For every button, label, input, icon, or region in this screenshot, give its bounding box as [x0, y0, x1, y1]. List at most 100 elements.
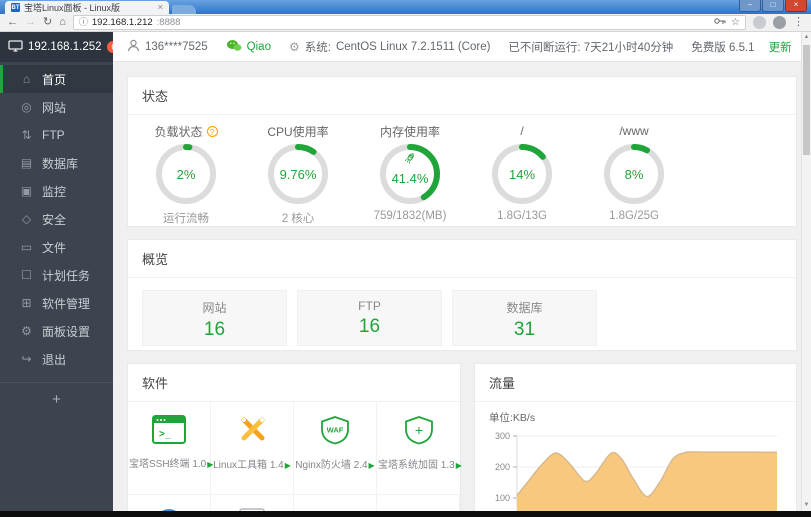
card-value: 16	[203, 319, 226, 340]
overview-card-sites[interactable]: 网站 16	[142, 290, 287, 346]
overview-card-database[interactable]: 数据库 31	[452, 290, 597, 346]
shield-icon: ◇	[21, 212, 32, 226]
gauge-memory: 内存使用率 41.4% 759/1832(MB)	[354, 123, 466, 226]
monitor-icon	[8, 39, 23, 55]
new-tab-button[interactable]	[172, 5, 196, 14]
wechat-name: Qiao	[246, 40, 271, 53]
bookmark-star-icon[interactable]: ☆	[731, 16, 740, 28]
gauge-cpu: CPU使用率 9.76% 2 核心	[242, 123, 354, 226]
extension-icon[interactable]	[753, 16, 766, 29]
sidebar-item-cron[interactable]: ☐ 计划任务	[0, 261, 113, 289]
uptime-text: 已不间断运行: 7天21小时40分钟	[508, 41, 674, 54]
svg-text:200: 200	[495, 462, 510, 472]
wechat-icon	[226, 39, 242, 55]
home-icon: ⌂	[22, 72, 31, 86]
gauge-disk-www: /www 8% 1.8G/25G	[578, 123, 690, 226]
status-panel: 状态 负载状态 ? 2%	[127, 76, 797, 227]
bound-account[interactable]: 136****7525	[127, 39, 208, 55]
profile-avatar-icon[interactable]	[773, 16, 786, 29]
favicon-icon: BT	[11, 3, 20, 12]
software-cell-empty-2	[377, 494, 460, 517]
sidebar-item-logout[interactable]: ↪ 退出	[0, 345, 113, 373]
wechat-account[interactable]: Qiao	[226, 39, 271, 55]
overview-card-ftp[interactable]: FTP 16	[297, 290, 442, 346]
card-label: 网站	[202, 301, 227, 315]
sidebar-item-monitor[interactable]: ▣ 监控	[0, 177, 113, 205]
page-info-icon[interactable]: ⓘ	[78, 17, 88, 27]
rocket-icon	[378, 152, 442, 164]
app-body: ⌂ 首页 ◎ 网站 ⇅ FTP ▤ 数据库 ▣ 监控 ◇ 安全	[0, 62, 811, 517]
sidebar-item-label: 网站	[42, 100, 67, 115]
gauge-value: 8%	[624, 166, 644, 182]
scroll-up-icon[interactable]: ▲	[803, 34, 810, 40]
maximize-button[interactable]: □	[762, 0, 784, 12]
scroll-down-icon[interactable]: ▼	[803, 502, 810, 508]
gauge-label: 内存使用率	[379, 124, 440, 139]
sidebar-item-settings[interactable]: ⚙ 面板设置	[0, 317, 113, 345]
sidebar-item-security[interactable]: ◇ 安全	[0, 205, 113, 233]
browser-tab[interactable]: BT 宝塔Linux面板 - Linux版 ×	[5, 1, 169, 14]
waf-shield-icon: WAF	[319, 415, 351, 447]
back-icon[interactable]: ←	[7, 16, 18, 28]
minimize-button[interactable]: –	[739, 0, 761, 12]
forward-icon[interactable]: →	[25, 16, 36, 28]
sidebar-item-home[interactable]: ⌂ 首页	[0, 65, 113, 93]
sidebar-item-label: 安全	[42, 212, 67, 227]
address-bar[interactable]: ⓘ 192.168.1.212 :8888 ☆	[72, 15, 746, 30]
shield-plus-icon: +	[403, 415, 435, 447]
refresh-icon[interactable]: ↻	[43, 16, 53, 28]
gauge-ring	[156, 144, 216, 204]
traffic-title: 流量	[475, 364, 796, 402]
software-panel: 软件 >_ 宝塔SSH终端 1.0▶ Linux工具箱 1	[127, 363, 462, 517]
arrow-icon: ▶	[368, 461, 375, 470]
sidebar-item-ftp[interactable]: ⇅ FTP	[0, 121, 113, 149]
window-controls: – □ ×	[739, 0, 807, 12]
upload-area	[517, 451, 777, 517]
linux-toolbox-icon	[235, 415, 269, 447]
user-icon	[127, 39, 140, 55]
arrow-icon: ▶	[455, 461, 462, 470]
browser-toolbar: ← → ↻ ⌂ ⓘ 192.168.1.212 :8888 ☆ ⋮	[0, 14, 811, 32]
close-button[interactable]: ×	[785, 0, 807, 12]
status-gauges: 负载状态 ? 2% 运行流畅 CPU使用率	[128, 115, 796, 226]
sidebar-add-button[interactable]: +	[52, 391, 61, 408]
ssh-terminal-icon: >_	[152, 415, 186, 447]
arrow-icon: ▶	[207, 460, 214, 469]
sidebar-item-software[interactable]: ⊞ 软件管理	[0, 289, 113, 317]
gauge-ring	[380, 144, 440, 204]
sidebar-item-sites[interactable]: ◎ 网站	[0, 93, 113, 121]
key-icon[interactable]	[714, 17, 726, 28]
tab-close-icon[interactable]: ×	[157, 2, 163, 12]
browser-menu-icon[interactable]: ⋮	[793, 16, 804, 28]
scrollbar-thumb[interactable]	[803, 45, 810, 155]
url-host: 192.168.1.212	[91, 17, 153, 28]
browser-titlebar: BT 宝塔Linux面板 - Linux版 × – □ ×	[0, 0, 811, 14]
software-version: 1.4	[269, 460, 284, 471]
gauge-ring	[604, 144, 664, 204]
gauge-sub: 2 核心	[281, 213, 315, 225]
software-item-nginx-waf[interactable]: WAF Nginx防火墙 2.4▶	[294, 402, 377, 494]
svg-text:WAF: WAF	[327, 426, 344, 435]
gauge-sub: 759/1832(MB)	[373, 210, 447, 222]
header-main: 136****7525 Qiao ⚙ 系统: CentOS Linux 7.2.…	[113, 32, 811, 62]
update-link[interactable]: 更新	[768, 41, 792, 54]
page-scrollbar[interactable]: ▲ ▼	[801, 32, 811, 511]
software-item-system-hardening[interactable]: + 宝塔系统加固 1.3▶	[377, 402, 462, 494]
sidebar-item-files[interactable]: ▭ 文件	[0, 233, 113, 261]
sidebar-item-database[interactable]: ▤ 数据库	[0, 149, 113, 177]
traffic-panel: 流量 单位:KB/s 300 200 100	[474, 363, 797, 517]
home-icon[interactable]: ⌂	[59, 16, 66, 28]
system-value: CentOS Linux 7.2.1511 (Core)	[335, 40, 491, 53]
sidebar-item-label: 首页	[42, 72, 67, 87]
overview-panel: 概览 网站 16 FTP 16 数据库 31	[127, 239, 797, 351]
phone-number: 136****7525	[145, 40, 208, 53]
sidebar-item-label: 监控	[42, 184, 67, 199]
software-item-ssh-terminal[interactable]: >_ 宝塔SSH终端 1.0▶	[128, 402, 214, 494]
system-info: ⚙ 系统: CentOS Linux 7.2.1511 (Core)	[289, 39, 490, 55]
url-port: :8888	[156, 17, 181, 28]
software-item-linux-toolbox[interactable]: Linux工具箱 1.4▶	[211, 402, 294, 494]
server-ip-block[interactable]: 192.168.1.252 0	[0, 32, 122, 62]
gauge-label: 负载状态	[154, 124, 203, 139]
help-icon[interactable]: ?	[206, 125, 218, 137]
sidebar-item-label: 面板设置	[42, 324, 91, 339]
